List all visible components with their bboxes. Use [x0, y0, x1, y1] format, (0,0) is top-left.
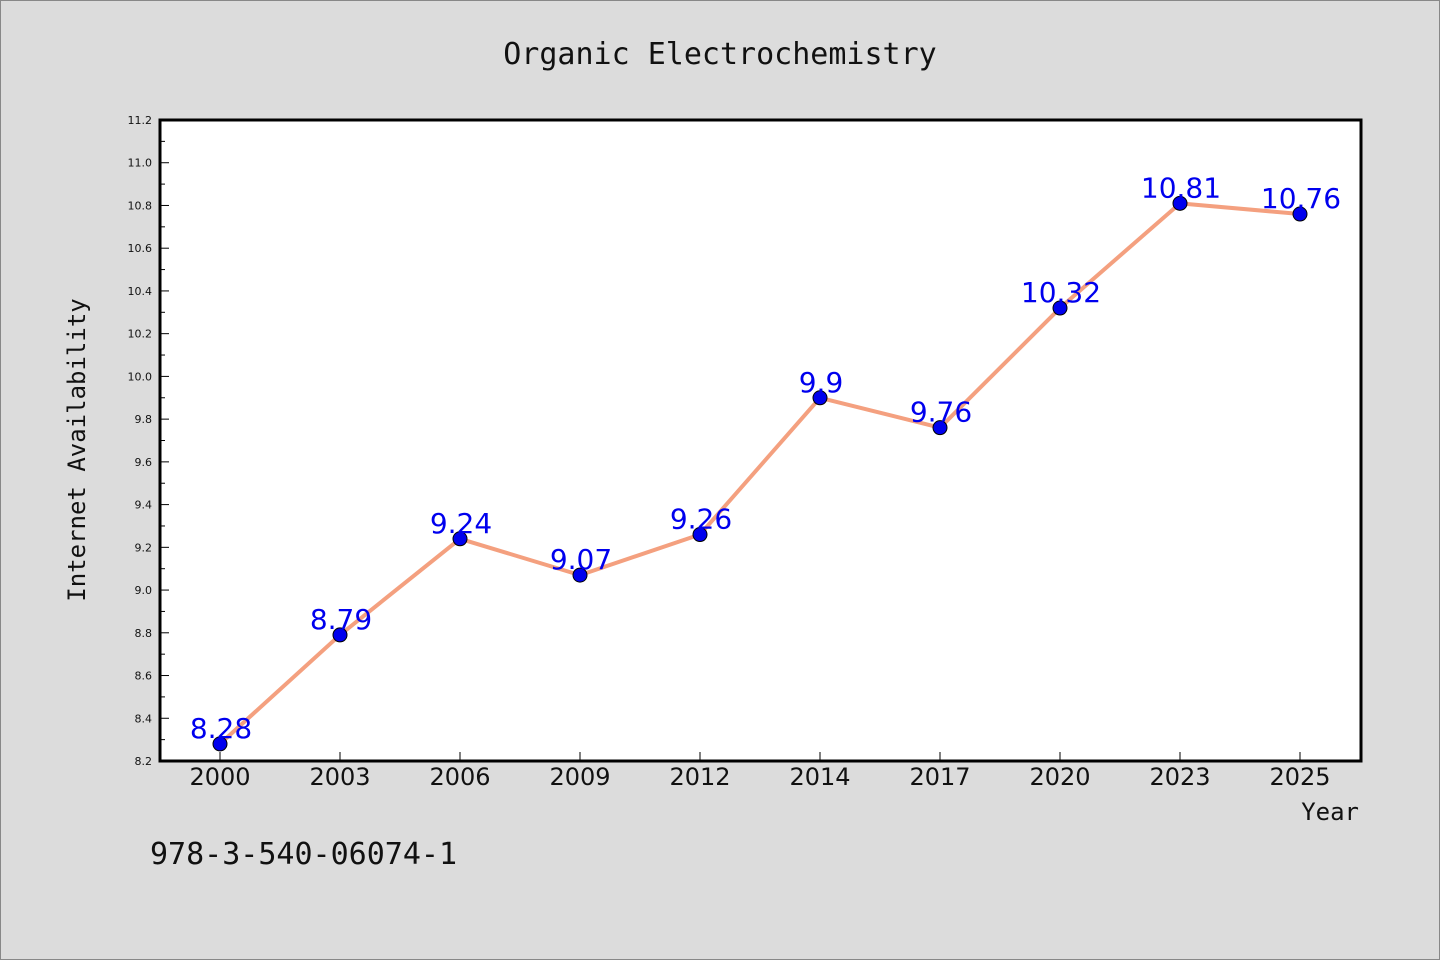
- y-tick-label: 10.4: [128, 285, 153, 298]
- y-tick-label: 10.0: [128, 370, 153, 383]
- data-label: 10.76: [1261, 182, 1341, 215]
- x-axis: 2000 2003 2006 2009 2012 2014 2017 2020 2023 2025: [189, 752, 1331, 791]
- x-tick-label: 2014: [789, 763, 850, 791]
- series-line: [218, 201, 1301, 746]
- data-label: 9.26: [670, 503, 732, 536]
- data-label: 9.76: [910, 396, 972, 429]
- x-tick-label: 2017: [909, 763, 970, 791]
- y-tick-label: 8.8: [135, 627, 153, 640]
- data-point-marker: [1292, 206, 1308, 222]
- x-tick-label: 2009: [549, 763, 610, 791]
- data-point-marker: [692, 527, 708, 543]
- y-tick-label: 8.4: [135, 712, 153, 725]
- data-point-marker: [332, 627, 348, 643]
- data-label: 9.9: [799, 366, 844, 399]
- plot-area: [158, 118, 1363, 763]
- y-tick-label: 11.2: [128, 114, 153, 127]
- x-tick-label: 2020: [1029, 763, 1090, 791]
- data-label: 10.81: [1141, 171, 1221, 204]
- y-tick-label: 10.6: [128, 242, 153, 255]
- y-tick-label: 11.0: [128, 157, 153, 170]
- y-tick-label: 8.6: [135, 670, 153, 683]
- data-labels: 8.28 8.79 9.24 9.07 9.26 9.9 9.76 10.32 10.81 10.…: [190, 171, 1341, 745]
- y-axis-label: Internet Availability: [63, 298, 91, 601]
- x-tick-label: 2012: [669, 763, 730, 791]
- y-tick-label: 9.4: [135, 499, 153, 512]
- data-point-marker: [1052, 300, 1068, 316]
- data-point-marker: [812, 390, 828, 406]
- x-tick-label: 2000: [189, 763, 250, 791]
- x-tick-label: 2025: [1269, 763, 1330, 791]
- y-tick-label: 8.2: [135, 755, 153, 768]
- y-tick-label: 9.8: [135, 413, 153, 426]
- x-tick-label: 2003: [309, 763, 370, 791]
- data-point-marker: [1172, 195, 1188, 211]
- y-tick-label: 10.8: [128, 199, 153, 212]
- y-tick-label: 9.6: [135, 456, 153, 469]
- data-point-marker: [212, 736, 228, 752]
- data-label: 10.32: [1021, 276, 1101, 309]
- x-axis-label: Year: [1301, 798, 1359, 826]
- data-point-marker: [452, 531, 468, 547]
- data-point-marker: [932, 420, 948, 436]
- chart-title: Organic Electrochemistry: [503, 37, 936, 72]
- data-label: 9.07: [550, 543, 612, 576]
- series: [212, 195, 1308, 752]
- data-label: 8.79: [310, 603, 372, 636]
- x-tick-label: 2006: [429, 763, 490, 791]
- y-tick-label: 10.2: [128, 328, 153, 341]
- data-point-marker: [572, 567, 588, 583]
- y-tick-label: 9.0: [135, 584, 153, 597]
- data-label: 8.28: [190, 712, 252, 745]
- footnote-isbn: 978-3-540-06074-1: [150, 837, 457, 872]
- data-label: 9.24: [430, 507, 492, 540]
- y-tick-label: 9.2: [135, 541, 153, 554]
- x-tick-label: 2023: [1149, 763, 1210, 791]
- y-axis: 8.2 8.4 8.6 8.8 9.0 9.2 9.4 9.6 9.8 10.0 10.2 10.4 1…: [128, 114, 169, 768]
